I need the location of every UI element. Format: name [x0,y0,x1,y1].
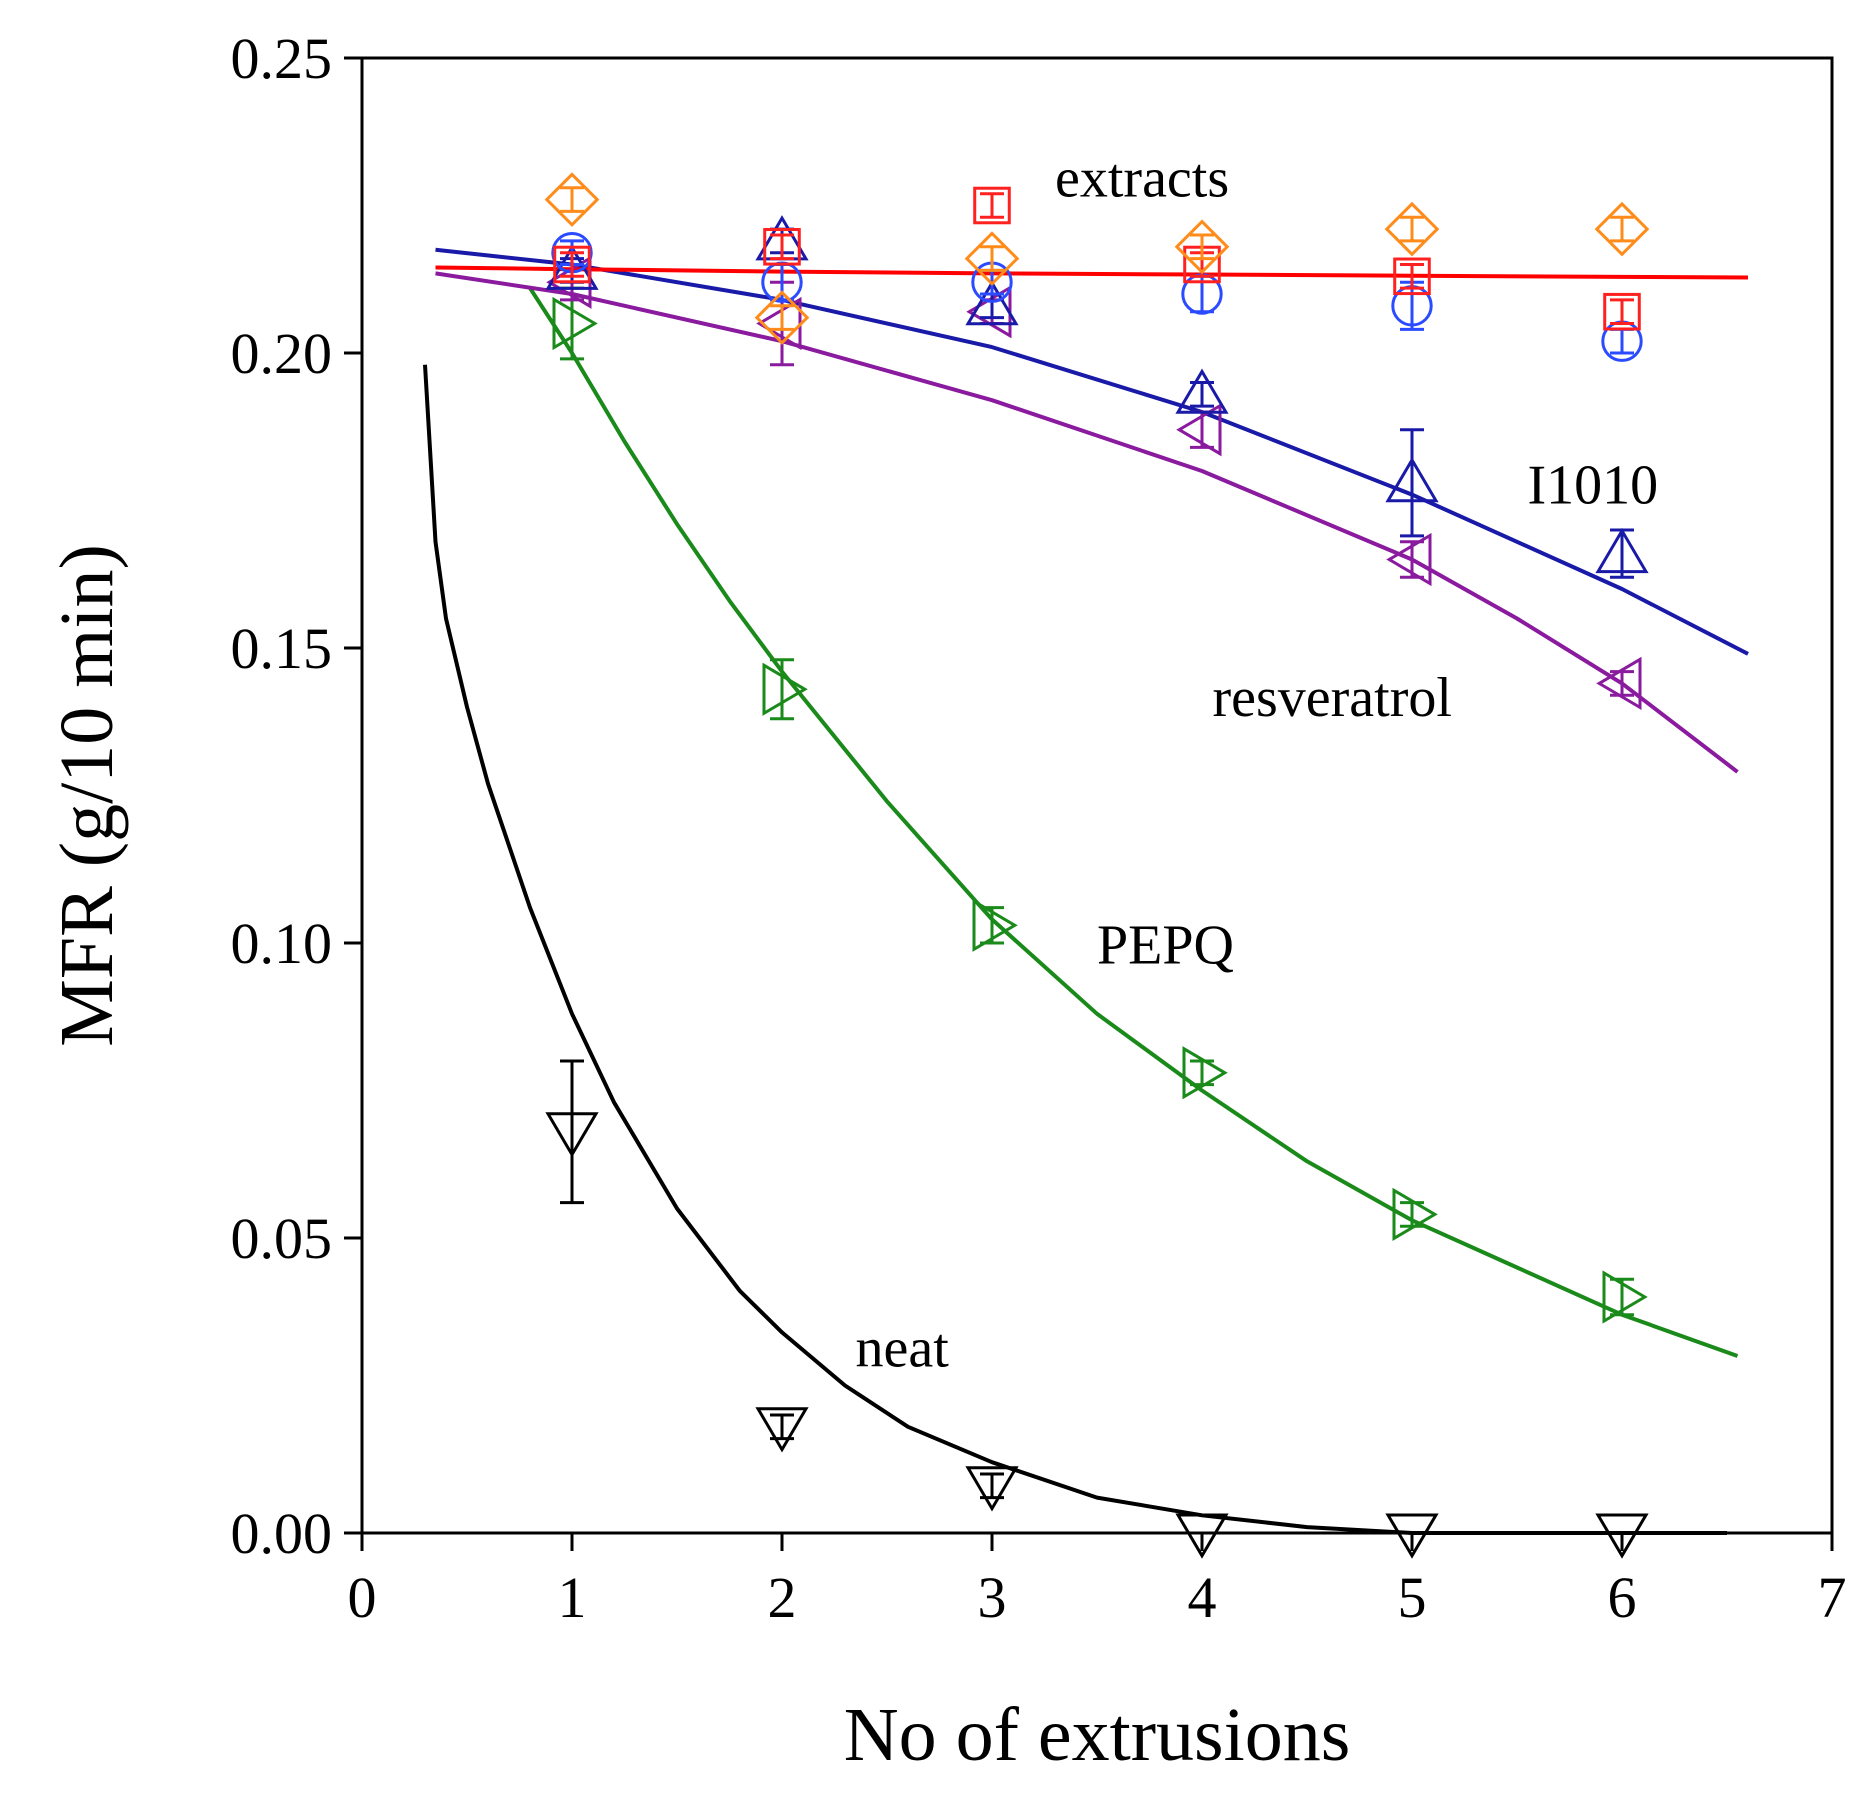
x-tick-label: 0 [348,1565,377,1630]
series-PEPQ [552,286,1648,1324]
point-I1010 [1595,527,1649,574]
series-extracts-diamond [544,172,1650,345]
series-neat [545,1059,1649,1559]
annotation-pepq: PEPQ [1097,915,1234,977]
neat-fit [423,364,1727,1535]
x-tick-label: 1 [558,1565,587,1630]
point-resveratrol [1386,532,1432,587]
point-neat [545,1112,599,1158]
point-extracts-diamond [1174,219,1230,275]
point-PEPQ [972,898,1018,952]
annotation-i1010: I1010 [1528,454,1659,516]
point-extracts-square [1393,257,1431,296]
point-I1010 [1385,457,1439,503]
x-tick-label: 7 [1818,1565,1847,1630]
x-tick-label: 3 [978,1565,1007,1630]
y-tick-label: 0.15 [231,616,333,681]
point-extracts-diamond [964,231,1020,286]
point-I1010 [965,280,1019,326]
point-extracts-diamond [1384,201,1440,257]
point-extracts-diamond [544,172,600,227]
point-resveratrol [1176,403,1222,457]
x-tick-label: 5 [1398,1565,1427,1630]
axes: 0 1 2 3 4 5 6 7 0.00 0.05 0.10 0.15 0.20 0.25 No of ex… [45,26,1847,1777]
fit-curves [423,247,1749,1535]
point-extracts-square [763,228,801,266]
point-neat [1385,1513,1439,1559]
y-tick-label: 0.00 [231,1501,333,1566]
resveratrol-fit [435,271,1739,774]
point-PEPQ [1602,1270,1648,1324]
point-extracts-diamond [1594,201,1650,257]
y-tick-label: 0.20 [231,321,333,386]
annotation-extracts: extracts [1055,148,1229,210]
point-extracts-square [553,245,591,284]
point-I1010 [1175,368,1229,414]
point-neat [965,1466,1019,1512]
data-points [544,172,1650,1559]
point-neat [755,1407,809,1453]
plot-frame [360,56,1834,1535]
y-tick-label: 0.25 [231,26,333,91]
annotation-resveratrol: resveratrol [1213,667,1452,729]
x-axis-title: No of extrusions [844,1693,1351,1777]
annotation-neat: neat [856,1318,950,1380]
series-I1010 [545,215,1649,579]
point-PEPQ [762,662,808,716]
point-extracts-square [1603,292,1641,331]
point-resveratrol [1596,656,1642,711]
y-axis-title: MFR (g/10 min) [45,544,129,1047]
point-extracts-diamond [754,290,810,345]
y-tick-label: 0.05 [231,1206,333,1271]
point-neat [1595,1513,1649,1559]
series-extracts-circle [551,232,1643,362]
x-tick-label: 6 [1608,1565,1637,1630]
point-PEPQ [552,296,598,351]
point-PEPQ [1392,1187,1438,1242]
x-tick-label: 2 [768,1565,797,1630]
series-extracts-square [553,186,1641,331]
annotations: extracts I1010 resveratrol PEPQ neat [856,148,1659,1380]
point-neat [1175,1513,1229,1559]
point-PEPQ [1182,1046,1228,1100]
extracts-fit [435,265,1749,280]
x-tick-label: 4 [1188,1565,1217,1630]
y-tick-label: 0.10 [231,911,333,976]
point-extracts-square [973,186,1011,225]
